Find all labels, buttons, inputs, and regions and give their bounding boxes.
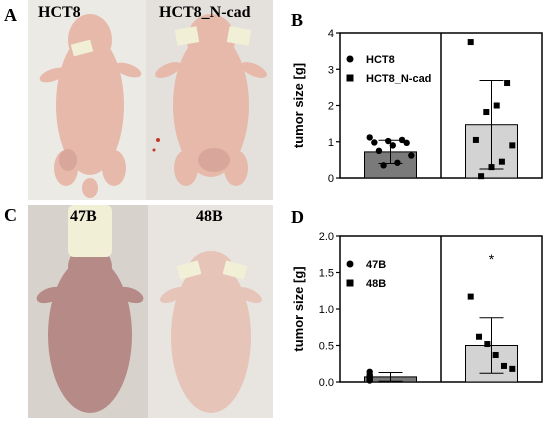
photo-mice-47b-48b: 47B 48B bbox=[28, 205, 273, 418]
legend-marker bbox=[346, 279, 354, 287]
data-point bbox=[488, 164, 495, 171]
y-tick-label: 2.0 bbox=[319, 231, 334, 243]
data-point bbox=[408, 152, 415, 159]
y-tick-label: 2 bbox=[328, 101, 334, 113]
data-point bbox=[478, 173, 485, 180]
chart-d-svg: 0.0 0.5 1.0 1.5 2.0 tumor size [g] 47B 48B * bbox=[291, 231, 543, 389]
data-point bbox=[403, 139, 410, 147]
y-tick-label: 0.0 bbox=[319, 377, 334, 389]
mouse-47b bbox=[36, 245, 144, 413]
data-point bbox=[509, 365, 516, 372]
y-tick-label: 3 bbox=[328, 64, 334, 76]
panel-letter-d: D bbox=[291, 207, 304, 227]
y-tick-label: 4 bbox=[328, 28, 334, 40]
data-point bbox=[476, 333, 483, 340]
chart-d: 0.0 0.5 1.0 1.5 2.0 tumor size [g] 47B 48B * bbox=[285, 205, 550, 420]
data-point bbox=[504, 80, 511, 87]
data-point bbox=[394, 159, 401, 166]
chart-b-svg: 0 1 2 3 4 tumor size [g] HCT8 HCT8_N-cad bbox=[291, 28, 543, 185]
data-point bbox=[483, 109, 490, 116]
legend-marker bbox=[346, 260, 354, 268]
panel-letter-c: C bbox=[4, 205, 17, 225]
legend-label: HCT8 bbox=[366, 54, 395, 66]
data-point bbox=[384, 137, 392, 145]
y-tick-label: 0 bbox=[328, 173, 334, 185]
data-point bbox=[484, 341, 491, 348]
chart-b: 0 1 2 3 4 tumor size [g] HCT8 HCT8_N-cad bbox=[285, 0, 550, 200]
y-tick-label: 1 bbox=[328, 137, 334, 149]
data-point bbox=[472, 136, 479, 143]
data-point bbox=[492, 351, 499, 358]
legend-label: HCT8_N-cad bbox=[366, 73, 431, 85]
data-point bbox=[366, 134, 373, 141]
y-axis-label: tumor size [g] bbox=[291, 266, 306, 351]
legend-marker bbox=[346, 74, 354, 82]
data-point bbox=[467, 293, 474, 300]
panel-letter-b: B bbox=[291, 10, 304, 30]
data-point bbox=[498, 158, 505, 165]
panel-letter-a: A bbox=[4, 5, 17, 25]
y-axis-label: tumor size [g] bbox=[291, 63, 306, 148]
legend-marker bbox=[346, 55, 354, 63]
photo-label-47b: 47B bbox=[70, 208, 97, 225]
photo-label-hct8-ncad: HCT8_N-cad bbox=[159, 4, 251, 21]
data-point bbox=[509, 142, 516, 149]
data-point bbox=[380, 162, 387, 169]
photo-label-48b: 48B bbox=[196, 208, 223, 225]
mouse-48b bbox=[160, 251, 262, 413]
data-point bbox=[500, 362, 507, 369]
data-point bbox=[366, 377, 373, 384]
legend-label: 47B bbox=[366, 259, 386, 271]
data-point bbox=[467, 39, 474, 46]
legend-label: 48B bbox=[366, 278, 386, 290]
data-point bbox=[398, 136, 406, 144]
y-tick-label: 0.5 bbox=[319, 341, 334, 353]
y-tick-label: 1.0 bbox=[319, 304, 334, 316]
significance-annotation: * bbox=[489, 251, 495, 267]
photo-label-hct8: HCT8 bbox=[38, 4, 81, 21]
photo-mice-hct8: HCT8 HCT8_N-cad bbox=[28, 0, 273, 200]
data-point bbox=[389, 142, 397, 149]
data-point bbox=[375, 147, 383, 155]
data-point bbox=[493, 102, 500, 109]
data-point bbox=[371, 139, 378, 146]
mouse-hct8-ncad bbox=[155, 14, 267, 186]
y-tick-label: 1.5 bbox=[319, 268, 334, 280]
